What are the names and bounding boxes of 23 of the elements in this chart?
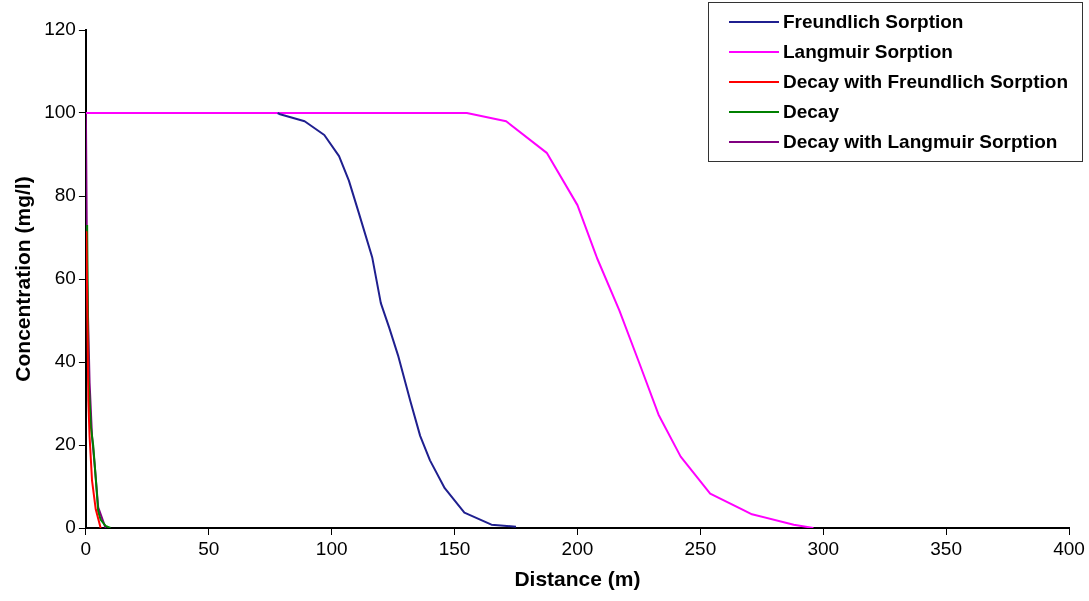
x-axis-title: Distance (m) [514, 567, 641, 591]
y-tick-label: 20 [54, 433, 76, 455]
x-tick-label: 50 [198, 537, 220, 559]
y-tick-label: 60 [54, 267, 76, 289]
x-tick-label: 200 [561, 537, 594, 559]
y-tick-label: 120 [44, 18, 76, 40]
x-tick-label: 0 [80, 537, 92, 559]
legend-label: Langmuir Sorption [782, 40, 953, 64]
x-tick-label: 400 [1053, 537, 1085, 559]
legend-label: Freundlich Sorption [782, 10, 964, 34]
y-tick-label: 100 [44, 101, 76, 123]
legend-label: Decay with Freundlich Sorption [782, 70, 1068, 94]
x-tick-label: 250 [684, 537, 717, 559]
y-tick-label: 80 [54, 184, 76, 206]
x-tick-label: 300 [807, 537, 840, 559]
x-tick-label: 150 [438, 537, 471, 559]
x-tick-label: 350 [930, 537, 962, 559]
y-axis-title: Concentration (mg/l) [11, 176, 35, 382]
y-tick-label: 0 [65, 516, 76, 538]
x-tick-label: 100 [315, 537, 348, 559]
y-tick-label: 40 [54, 350, 76, 372]
legend-label: Decay [782, 100, 839, 124]
legend-label: Decay with Langmuir Sorption [782, 130, 1058, 154]
